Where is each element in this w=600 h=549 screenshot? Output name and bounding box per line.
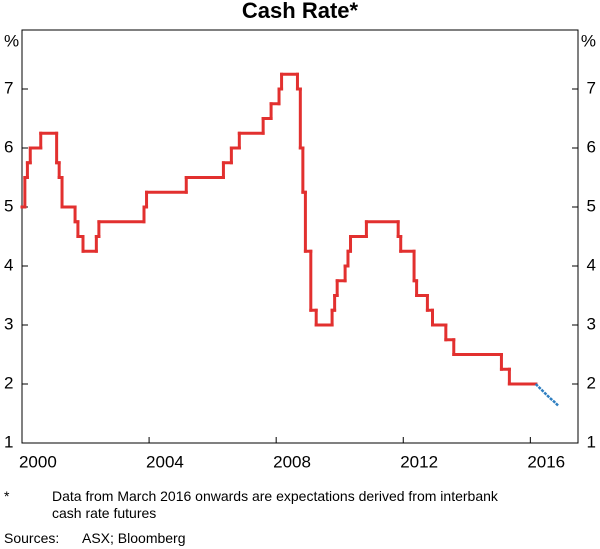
y-unit-right: % <box>581 31 596 50</box>
x-tick-label: 2008 <box>273 452 311 471</box>
y-tick-label: 7 <box>587 78 596 97</box>
x-tick-label: 2012 <box>400 452 438 471</box>
y-tick-label: 1 <box>587 432 596 451</box>
footnote: Data from March 2016 onwards are expecta… <box>52 488 498 521</box>
chart: Cash Rate* % % 1 1 2 2 3 3 4 4 5 5 6 6 7 7 2000 2004 200… <box>4 0 596 471</box>
y-tick-label: 1 <box>4 432 13 451</box>
sources-label: Sources: <box>4 530 60 546</box>
y-tick-label: 7 <box>4 78 13 97</box>
x-tick-label: 2004 <box>146 452 184 471</box>
line <box>534 383 560 407</box>
y-tick-label: 4 <box>587 255 596 274</box>
y-unit-left: % <box>4 31 19 50</box>
y-tick-label: 3 <box>4 314 13 333</box>
sources: ASX; Bloomberg <box>82 530 186 546</box>
x-tick-label: 2000 <box>19 452 57 471</box>
chart-title: Cash Rate* <box>242 0 359 23</box>
y-tick-label: 6 <box>4 137 13 156</box>
y-tick-label: 2 <box>4 373 13 392</box>
x-tick-label: 2016 <box>527 452 565 471</box>
y-tick-label: 6 <box>587 137 596 156</box>
y-tick-label: 3 <box>587 314 596 333</box>
y-tick-label: 5 <box>587 196 596 215</box>
y-tick-label: 2 <box>587 373 596 392</box>
footnote-marker: * <box>4 488 10 504</box>
y-tick-label: 4 <box>4 255 13 274</box>
y-tick-label: 5 <box>4 196 13 215</box>
plot-frame <box>21 29 579 444</box>
